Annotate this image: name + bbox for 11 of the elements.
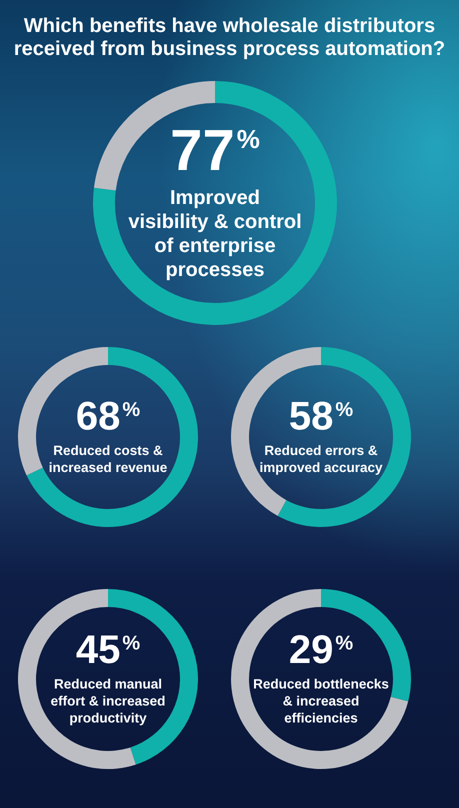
slice-label: Reduced bottlenecks & increased efficiencies (253, 676, 389, 726)
data-label: 45% (76, 628, 140, 672)
slice-label: Improved visibility & control of enterprise processes (128, 186, 302, 281)
slice-label: Reduced errors & improved accuracy (259, 442, 384, 475)
chart-title: Which benefits have wholesale distributors received from business process automation? (12, 15, 446, 61)
slice-label: Reduced manual effort & increased productivity (50, 676, 166, 726)
data-label: 58% (288, 394, 354, 439)
data-label: 77% (170, 118, 260, 184)
data-label: 29% (288, 628, 354, 672)
slice-label: Reduced costs & increased revenue (48, 442, 168, 475)
data-label: 68% (76, 394, 140, 439)
